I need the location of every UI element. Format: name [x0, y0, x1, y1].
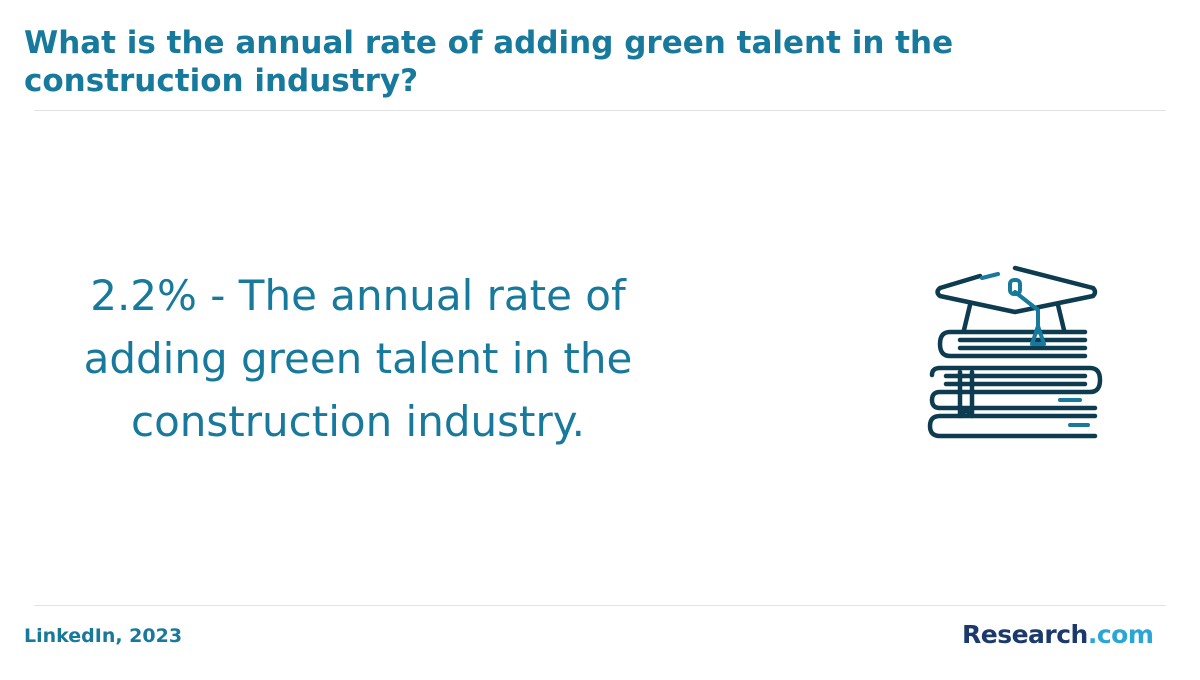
books-icon	[927, 265, 1103, 439]
title: What is the annual rate of adding green …	[24, 25, 954, 99]
brand-name: Research	[962, 620, 1088, 649]
divider	[34, 110, 1166, 111]
statement: 2.2% - The annual rate of adding green t…	[83, 271, 633, 446]
brand-logo: Research.com	[962, 620, 1154, 649]
divider	[34, 605, 1166, 606]
brand-suffix: .com	[1087, 620, 1154, 649]
source: LinkedIn, 2023	[24, 625, 183, 647]
